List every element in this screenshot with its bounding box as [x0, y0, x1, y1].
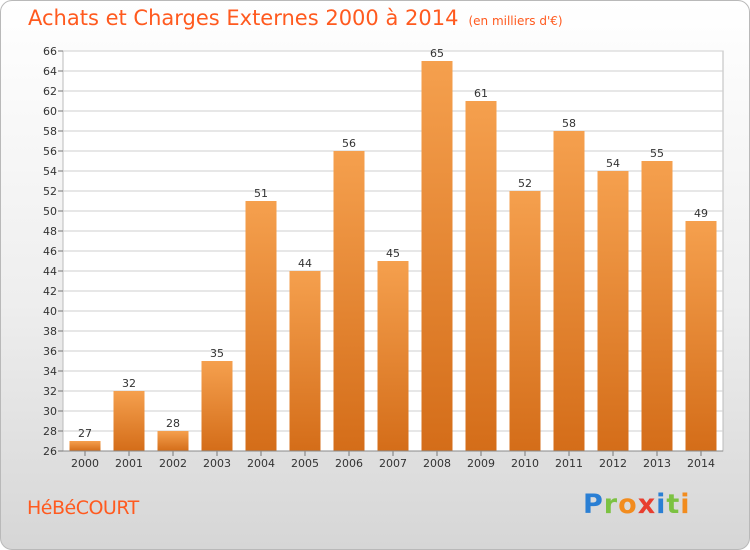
bar [465, 101, 497, 451]
x-tick-label: 2000 [71, 457, 99, 470]
data-label: 35 [210, 347, 224, 360]
y-tick-label: 36 [43, 345, 57, 358]
y-tick-label: 58 [43, 125, 57, 138]
bar [685, 221, 717, 451]
data-label: 28 [166, 417, 180, 430]
commune-name: HéBéCOURT [27, 497, 139, 519]
logo-letter: P [583, 489, 604, 520]
y-tick-label: 54 [43, 165, 57, 178]
bar [69, 441, 101, 451]
logo-letter: i [680, 489, 691, 520]
bar [201, 361, 233, 451]
data-label: 32 [122, 377, 136, 390]
y-tick-label: 40 [43, 305, 57, 318]
x-tick-label: 2003 [203, 457, 231, 470]
logo-letter: i [656, 489, 667, 520]
logo-letter: o [618, 489, 638, 520]
y-tick-label: 28 [43, 425, 57, 438]
bar [377, 261, 409, 451]
x-tick-label: 2008 [423, 457, 451, 470]
y-tick-label: 64 [43, 65, 57, 78]
data-label: 58 [562, 117, 576, 130]
x-tick-label: 2009 [467, 457, 495, 470]
y-tick-label: 46 [43, 245, 57, 258]
bar [157, 431, 189, 451]
chart-title: Achats et Charges Externes 2000 à 2014 (e… [28, 6, 563, 30]
data-label: 49 [694, 207, 708, 220]
data-label: 55 [650, 147, 664, 160]
y-tick-label: 48 [43, 225, 57, 238]
x-tick-label: 2002 [159, 457, 187, 470]
bar [553, 131, 585, 451]
y-tick-label: 56 [43, 145, 57, 158]
x-tick-label: 2006 [335, 457, 363, 470]
data-label: 44 [298, 257, 312, 270]
bar [509, 191, 541, 451]
y-tick-label: 50 [43, 205, 57, 218]
x-tick-label: 2012 [599, 457, 627, 470]
bar [333, 151, 365, 451]
y-tick-label: 44 [43, 265, 57, 278]
y-tick-label: 60 [43, 105, 57, 118]
data-label: 52 [518, 177, 532, 190]
data-label: 54 [606, 157, 620, 170]
logo-letter: r [603, 489, 619, 520]
logo-letter: x [637, 489, 657, 520]
x-tick-label: 2007 [379, 457, 407, 470]
bar [597, 171, 629, 451]
chart-unit: (en milliers d'€) [468, 14, 563, 28]
x-tick-label: 2011 [555, 457, 583, 470]
y-tick-label: 30 [43, 405, 57, 418]
bar [245, 201, 277, 451]
data-label: 65 [430, 47, 444, 60]
x-tick-label: 2010 [511, 457, 539, 470]
proxiti-logo: Proxiti [583, 489, 691, 520]
data-label: 45 [386, 247, 400, 260]
y-tick-label: 62 [43, 85, 57, 98]
chart-title-text: Achats et Charges Externes 2000 à 2014 [28, 6, 459, 30]
data-label: 56 [342, 137, 356, 150]
x-tick-label: 2004 [247, 457, 275, 470]
bar [641, 161, 673, 451]
y-tick-label: 32 [43, 385, 57, 398]
data-label: 27 [78, 427, 92, 440]
y-tick-label: 42 [43, 285, 57, 298]
bar [289, 271, 321, 451]
y-tick-label: 66 [43, 45, 57, 58]
x-tick-label: 2014 [687, 457, 715, 470]
x-tick-label: 2001 [115, 457, 143, 470]
data-label: 51 [254, 187, 268, 200]
y-tick-label: 34 [43, 365, 57, 378]
x-tick-label: 2013 [643, 457, 671, 470]
y-tick-label: 38 [43, 325, 57, 338]
bar [421, 61, 453, 451]
y-tick-label: 26 [43, 445, 57, 458]
bar [113, 391, 145, 451]
y-tick-label: 52 [43, 185, 57, 198]
logo-letter: t [666, 489, 681, 520]
data-label: 61 [474, 87, 488, 100]
x-tick-label: 2005 [291, 457, 319, 470]
